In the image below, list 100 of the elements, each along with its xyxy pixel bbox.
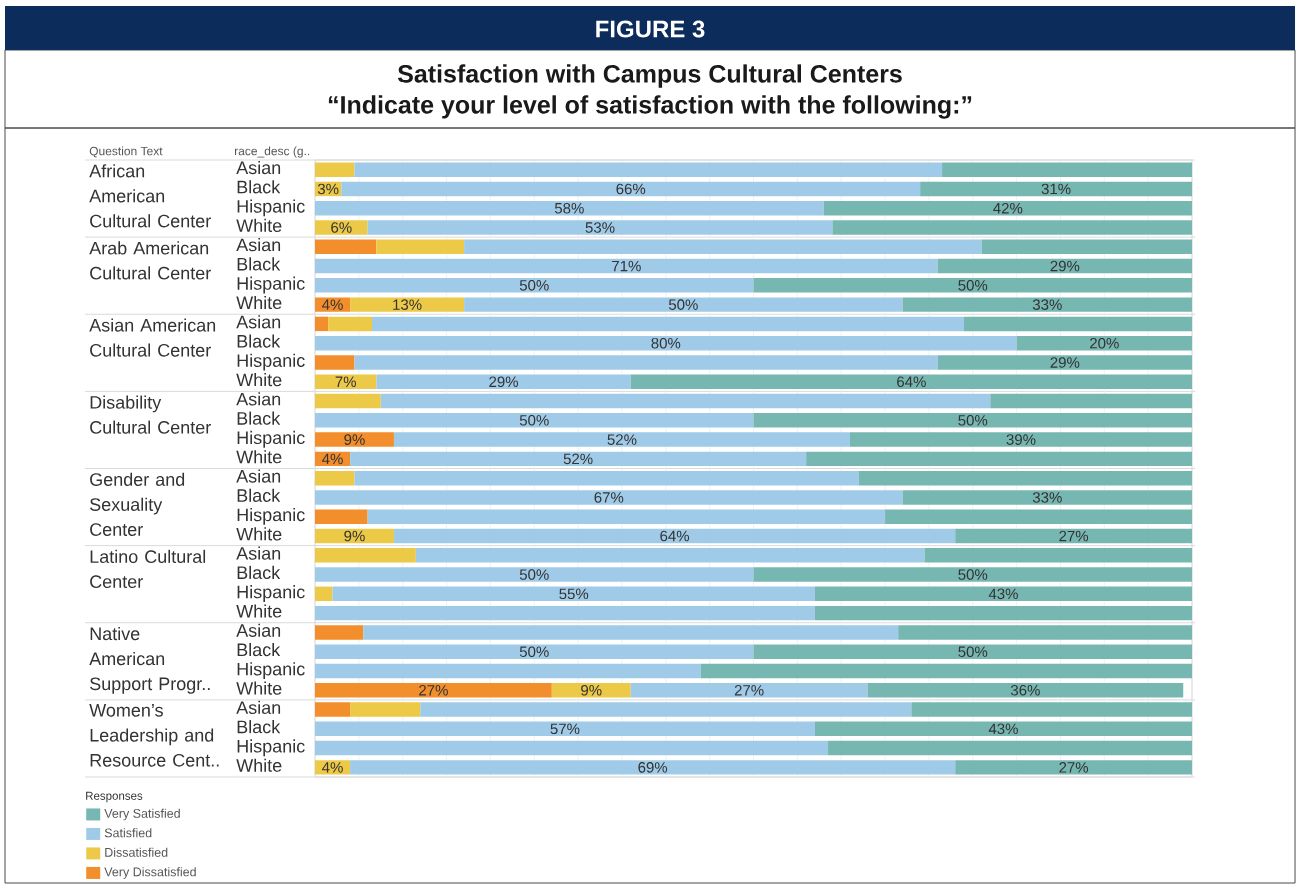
y-axis-title: race_desc (g..: [235, 146, 310, 158]
bar: [315, 316, 329, 332]
text: Asian American Cultural Center: [89, 318, 216, 357]
bar: [315, 220, 368, 235]
bar: [315, 760, 351, 775]
y-tick-label: Asian: [236, 238, 281, 252]
y-tick-label: White: [236, 295, 282, 310]
bar: [963, 316, 1193, 332]
data-label: 4%: [322, 762, 343, 773]
text: Women’s Leadership and Resource Cent..: [89, 704, 219, 767]
text: Arab American Cultural Center: [89, 241, 211, 280]
data-label: 31%: [1041, 183, 1071, 195]
bar: [315, 586, 333, 602]
data-label: 13%: [393, 299, 422, 310]
bar: [315, 470, 355, 486]
y-tick-label: Hispanic: [237, 507, 305, 525]
y-tick-label: Asian: [236, 160, 281, 175]
data-label: 33%: [1032, 299, 1062, 310]
bar: [315, 721, 815, 737]
data-label: 4%: [322, 453, 343, 465]
y-tick-label: Black: [237, 565, 281, 580]
legend-label: Dissatisfied: [105, 847, 168, 857]
data-label: 69%: [638, 762, 668, 773]
data-label: 50%: [519, 569, 549, 580]
bar: [464, 239, 982, 255]
data-label: 58%: [554, 202, 584, 214]
bar: [814, 721, 1193, 737]
bar: [315, 663, 701, 679]
legend-title: Responses: [86, 791, 143, 803]
bar: [380, 393, 991, 409]
y-tick-label: Asian: [236, 315, 281, 329]
data-label: 27%: [419, 684, 448, 696]
y-tick-label: Asian: [236, 623, 281, 637]
y-tick-label: White: [236, 604, 282, 618]
data-label: 64%: [897, 376, 926, 388]
bar: [350, 451, 807, 467]
data-label: 9%: [344, 530, 365, 542]
data-label: 71%: [612, 260, 641, 272]
bar: [315, 490, 903, 505]
y-tick-label: Black: [237, 720, 281, 734]
bar: [551, 683, 631, 698]
text: Native American Support Progr..: [89, 626, 210, 694]
bar: [354, 355, 938, 370]
data-label: 43%: [988, 588, 1018, 600]
bar: [630, 683, 868, 698]
bar: [315, 162, 355, 177]
y-tick-label: Hispanic: [237, 739, 305, 757]
data-label: 53%: [585, 222, 615, 233]
bar: [898, 625, 1193, 640]
data-label: 27%: [1059, 530, 1089, 542]
text: Latino Cultural Center: [90, 549, 206, 589]
bar: [315, 528, 394, 544]
bar: [814, 605, 1193, 621]
data-label: 57%: [550, 723, 580, 735]
bar: [753, 413, 1193, 428]
bar: [332, 586, 815, 602]
bar: [464, 297, 903, 312]
bar: [354, 162, 943, 177]
bar: [315, 740, 829, 756]
y-tick-label: Hispanic: [237, 430, 305, 448]
bar: [315, 548, 416, 563]
y-tick-label: Hispanic: [237, 585, 305, 602]
bar: [753, 567, 1193, 582]
data-label: 50%: [519, 280, 549, 291]
data-label: 50%: [519, 646, 549, 657]
bar: [393, 528, 956, 544]
bar: [350, 702, 421, 717]
bar: [350, 760, 956, 775]
bar: [315, 413, 754, 428]
data-label: 55%: [559, 588, 589, 600]
data-label: 9%: [344, 434, 365, 445]
bar: [315, 278, 754, 293]
data-label: 39%: [1006, 434, 1036, 445]
bar: [315, 200, 824, 216]
data-label: 20%: [1090, 337, 1119, 349]
bar: [902, 297, 1193, 312]
y-tick-label: Hispanic: [237, 276, 305, 294]
bar: [350, 297, 465, 312]
data-label: 50%: [958, 280, 988, 291]
bar: [372, 316, 964, 332]
y-tick-label: Black: [237, 411, 281, 425]
data-label: 7%: [335, 376, 356, 387]
data-label: 50%: [958, 646, 988, 657]
bar: [924, 548, 1193, 563]
y-tick-label: Hispanic: [237, 199, 305, 217]
bar: [1016, 335, 1193, 351]
bar: [315, 683, 552, 698]
bar: [832, 220, 1193, 235]
bar: [376, 239, 465, 255]
y-tick-label: Asian: [236, 392, 281, 406]
bar: [415, 548, 925, 563]
bar: [315, 374, 377, 389]
data-label: 64%: [660, 530, 690, 542]
bar: [806, 451, 1193, 467]
bar: [911, 702, 1193, 717]
data-label: 4%: [322, 299, 343, 310]
data-label: 29%: [1050, 260, 1080, 272]
data-label: 43%: [988, 723, 1018, 735]
bar: [315, 335, 1017, 351]
data-label: 67%: [594, 492, 624, 503]
